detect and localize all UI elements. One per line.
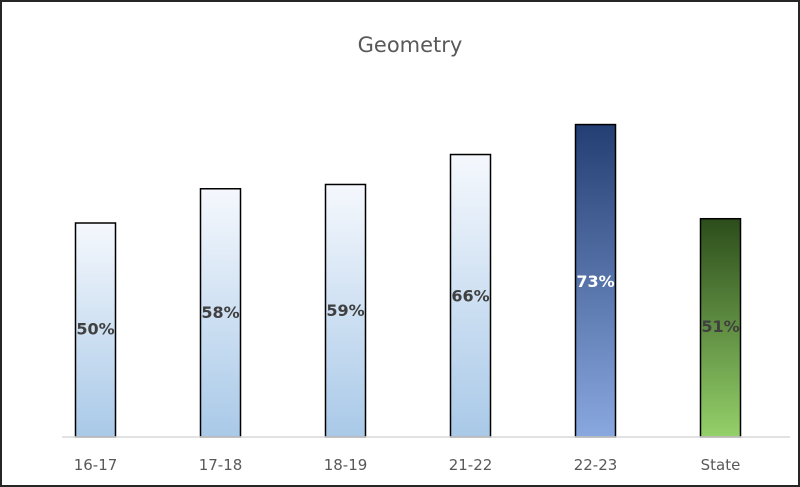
x-tick-label: State [701,456,741,474]
x-tick-label: 22-23 [574,456,618,474]
bar-17-18 [199,188,242,438]
data-labels: 50% 58% 59% 66% 73% 51% [76,272,739,338]
x-tick-labels: 16-17 17-18 18-19 21-22 22-23 State [74,456,741,474]
bar-22-23 [574,123,617,438]
bar-18-19 [324,183,367,438]
data-label: 59% [326,301,364,320]
x-tick-label: 16-17 [74,456,118,474]
data-label: 50% [76,319,114,338]
data-label: 51% [701,317,739,336]
x-tick-label: 17-18 [199,456,243,474]
data-label: 66% [451,286,489,305]
data-label: 58% [201,303,239,322]
bars-group [74,123,742,438]
data-label: 73% [576,272,614,291]
chart-title: Geometry [358,33,463,57]
x-tick-label: 18-19 [324,456,368,474]
x-tick-label: 21-22 [449,456,493,474]
bar-16-17 [74,222,117,438]
